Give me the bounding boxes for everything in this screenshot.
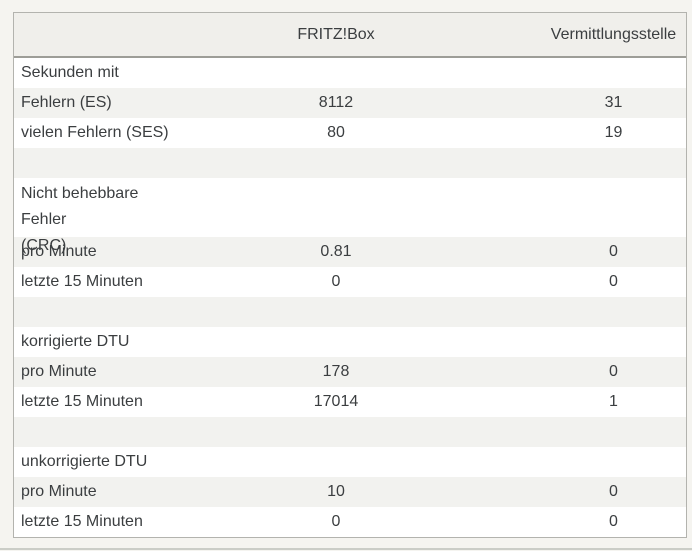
header-gap	[486, 13, 541, 56]
fritzbox-value: 10	[327, 483, 345, 500]
row-label: pro Minute	[21, 243, 97, 260]
fritzbox-value: 8112	[318, 94, 354, 111]
vermittlungsstelle-value	[541, 447, 686, 477]
row-label: pro Minute	[21, 363, 97, 380]
row-label	[14, 417, 186, 447]
table-row-group-crc: Nicht behebbare Fehler (CRC)	[14, 178, 686, 254]
fritzbox-value: 80	[327, 124, 345, 141]
column-header-empty	[14, 13, 186, 56]
row-label: letzte 15 Minuten	[21, 393, 143, 410]
vermittlungsstelle-value	[541, 327, 686, 357]
table-row-group-sekunden-mit: Sekunden mit	[14, 58, 686, 88]
fritzbox-value: 0	[331, 273, 341, 290]
table-row-crc-pro-minute: pro Minute 0.81 0	[14, 237, 686, 267]
vermittlungsstelle-value: 1	[609, 393, 618, 410]
table-row-vielen-fehlern-ses: vielen Fehlern (SES) 80 19	[14, 118, 686, 148]
row-label: vielen Fehlern (SES)	[21, 124, 169, 141]
row-label: korrigierte DTU	[21, 333, 130, 350]
table-row-spacer	[14, 417, 686, 447]
fritzbox-value	[186, 58, 486, 88]
table-header-row: FRITZ!Box Vermittlungsstelle	[14, 13, 686, 58]
vermittlungsstelle-value: 0	[609, 273, 618, 290]
fritzbox-value	[186, 447, 486, 477]
row-label: letzte 15 Minuten	[21, 513, 143, 530]
row-label: Sekunden mit	[21, 64, 119, 81]
table-row-crc-letzte-15-minuten: letzte 15 Minuten 0 0	[14, 267, 686, 297]
column-header-fritzbox: FRITZ!Box	[297, 26, 375, 43]
row-label: letzte 15 Minuten	[21, 273, 143, 290]
page-bottom-divider	[0, 548, 692, 550]
vermittlungsstelle-value: 0	[609, 243, 618, 260]
vermittlungsstelle-value: 19	[604, 124, 623, 141]
fritzbox-value: 17014	[313, 393, 359, 410]
vermittlungsstelle-value: 0	[609, 513, 618, 530]
row-label-line2: (CRC)	[21, 237, 67, 254]
vermittlungsstelle-value: 31	[604, 94, 623, 111]
fritzbox-value: 0	[331, 513, 341, 530]
table-row-fehlern-es: Fehlern (ES) 8112 31	[14, 88, 686, 118]
fritzbox-value: 178	[322, 363, 350, 380]
vermittlungsstelle-value: 0	[609, 363, 618, 380]
row-label: unkorrigierte DTU	[21, 453, 148, 470]
table-row-spacer	[14, 148, 686, 178]
vermittlungsstelle-value	[541, 58, 686, 88]
dsl-error-counters-table: FRITZ!Box Vermittlungsstelle Sekunden mi…	[13, 12, 687, 538]
table-row-spacer	[14, 297, 686, 327]
table-row-unkorrigierte-letzte-15-minuten: letzte 15 Minuten 0 0	[14, 507, 686, 537]
fritzbox-value	[186, 327, 486, 357]
column-header-vermittlungsstelle: Vermittlungsstelle	[550, 26, 677, 43]
row-label	[14, 148, 186, 178]
table-row-group-korrigierte-dtu: korrigierte DTU	[14, 327, 686, 357]
table-row-group-unkorrigierte-dtu: unkorrigierte DTU	[14, 447, 686, 477]
table-body: Sekunden mit Fehlern (ES) 8112 31 vielen…	[14, 58, 686, 537]
vermittlungsstelle-value: 0	[609, 483, 618, 500]
table-row-korrigierte-pro-minute: pro Minute 178 0	[14, 357, 686, 387]
row-label	[14, 297, 186, 327]
fritzbox-value: 0.81	[320, 243, 352, 260]
row-label: pro Minute	[21, 483, 97, 500]
row-label-line1: Nicht behebbare Fehler	[21, 185, 139, 228]
table-row-unkorrigierte-pro-minute: pro Minute 10 0	[14, 477, 686, 507]
row-label: Fehlern (ES)	[21, 94, 112, 111]
table-row-korrigierte-letzte-15-minuten: letzte 15 Minuten 17014 1	[14, 387, 686, 417]
